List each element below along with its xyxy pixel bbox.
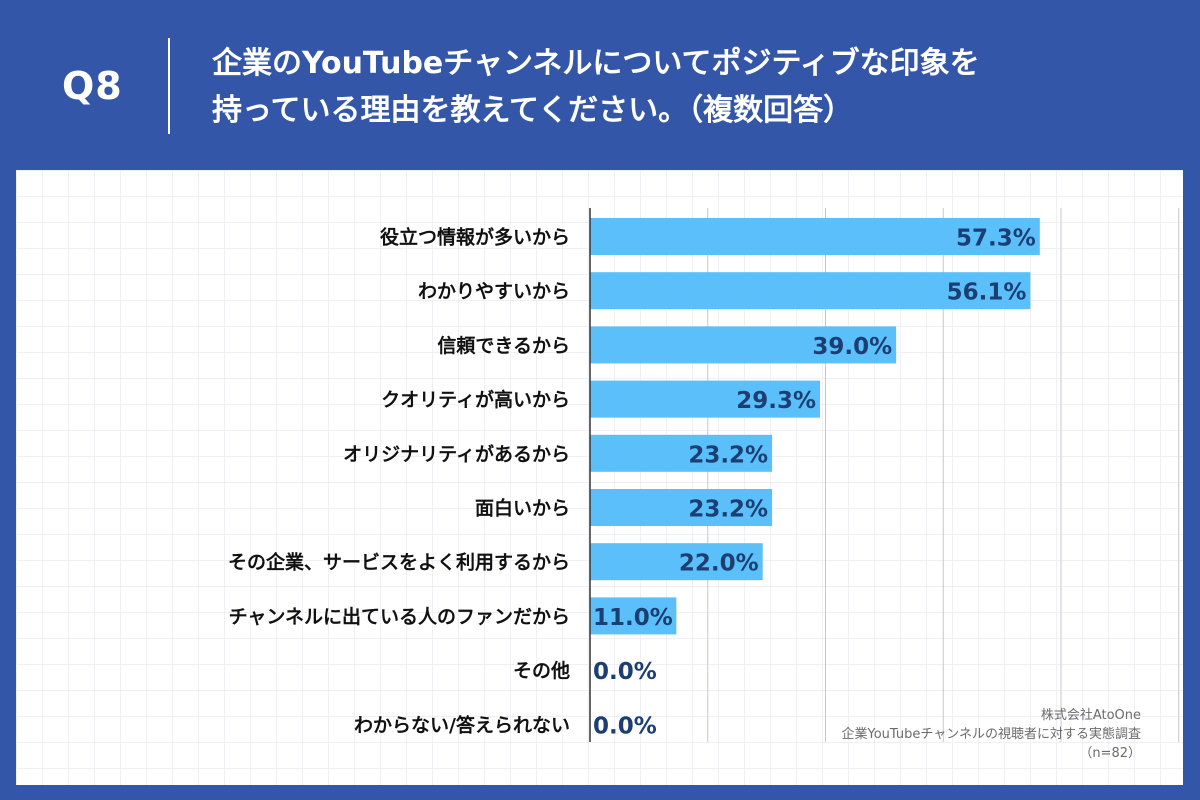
bar (590, 380, 821, 418)
category-label: わからない/答えられない (354, 713, 570, 736)
bar (590, 272, 1031, 310)
category-label: 役立つ情報が多いから (380, 226, 570, 249)
value-label: 23.2% (688, 497, 768, 523)
bar (590, 434, 773, 472)
value-label: 23.2% (688, 442, 768, 468)
bar (590, 326, 897, 364)
header: Q8 企業のYouTubeチャンネルについてポジティブな印象を 持っている理由を… (0, 0, 1200, 170)
bar (590, 218, 1040, 255)
category-label: その他 (513, 659, 570, 682)
value-label: 22.0% (679, 551, 759, 577)
question-title: 企業のYouTubeチャンネルについてポジティブな印象を 持っている理由を教えて… (212, 40, 1172, 134)
value-label: 57.3% (956, 226, 1036, 252)
category-label: チャンネルに出ている人のファンだから (229, 605, 570, 628)
bar (590, 543, 763, 581)
source-survey: 企業YouTubeチャンネルの視聴者に対する実態調査 (841, 727, 1141, 742)
bar (590, 489, 773, 526)
value-label: 0.0% (593, 713, 657, 739)
category-label: その企業、サービスをよく利用するから (228, 551, 570, 574)
title-line-1: 企業のYouTubeチャンネルについてポジティブな印象を (212, 46, 980, 81)
title-line-2: 持っている理由を教えてください。（複数回答） (212, 93, 854, 128)
source-company: 株式会社AtoOne (1040, 708, 1141, 723)
category-label: 面白いから (475, 497, 570, 520)
header-divider (168, 38, 170, 134)
value-label: 39.0% (812, 334, 892, 360)
value-label: 0.0% (593, 659, 657, 685)
value-label: 29.3% (736, 388, 816, 414)
source-note: 株式会社AtoOne 企業YouTubeチャンネルの視聴者に対する実態調査 （n… (842, 706, 1141, 763)
bar (590, 597, 677, 635)
value-label: 11.0% (593, 605, 673, 631)
bar-chart: 役立つ情報が多いから 57.3% わかりやすいから 56.1% 信頼できるから 39.0%… (228, 208, 1180, 742)
source-sample: （n=82） (1079, 746, 1141, 761)
chart-panel: 役立つ情報が多いから 57.3% わかりやすいから 56.1% 信頼できるから 39.0%… (16, 170, 1183, 785)
value-label: 56.1% (947, 280, 1027, 306)
category-label: クオリティが高いから (381, 388, 570, 411)
category-label: わかりやすいから (418, 281, 570, 303)
question-number: Q8 (62, 64, 123, 108)
category-label: 信頼できるから (437, 334, 570, 357)
category-label: オリジナリティがあるから (343, 442, 570, 465)
